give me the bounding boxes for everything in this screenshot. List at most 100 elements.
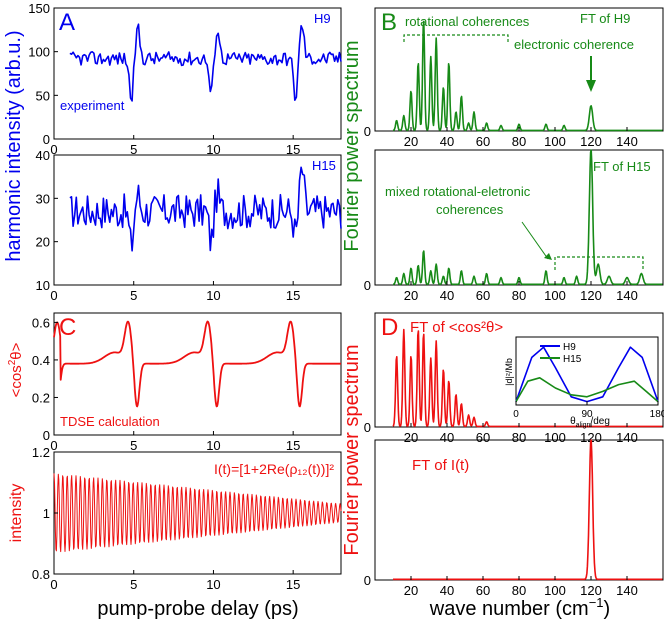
arrowhead-mixed xyxy=(544,253,552,260)
A1-line-H9 xyxy=(69,23,342,102)
C2-ylabel: intensity xyxy=(8,484,25,543)
B2-xtick-label: 100 xyxy=(544,288,566,303)
label-FT-H9: FT of H9 xyxy=(580,11,630,26)
xlabel-left: pump-probe delay (ps) xyxy=(97,598,298,620)
D1-spectrum xyxy=(392,328,663,428)
D2-xtick-label: 20 xyxy=(404,583,418,598)
label-FT-cos2: FT of <cos²θ> xyxy=(410,319,503,336)
label-FT-H15: FT of H15 xyxy=(593,159,651,174)
C1-xtick-label: 10 xyxy=(206,438,220,453)
A2-xtick-label: 15 xyxy=(286,288,300,303)
D_inset-xtick-label: 0 xyxy=(513,409,519,420)
xlabel-right-suffix: ) xyxy=(604,598,611,620)
C2-xtick-label: 10 xyxy=(206,577,220,592)
C2-ytick-label: 1 xyxy=(43,506,50,521)
D1-ytick-label: 0 xyxy=(364,420,371,435)
inset-line-H15 xyxy=(515,377,659,403)
D2-xtick-label: 120 xyxy=(580,583,602,598)
bracket-rotational xyxy=(403,34,509,42)
B2-xtick-label: 140 xyxy=(616,288,638,303)
B1-spectrum xyxy=(392,20,663,132)
A1-ytick-label: 100 xyxy=(28,45,50,60)
panel-letter-C: C xyxy=(59,314,76,341)
B1-xtick-label: 80 xyxy=(512,134,526,149)
A2-xtick-label: 5 xyxy=(130,288,137,303)
A1-xtick-label: 5 xyxy=(130,142,137,157)
B2-ytick-label: 0 xyxy=(364,278,371,293)
left-ylabel-top: harmonic intensity (arb.u.) xyxy=(3,30,25,261)
A2-line-H15 xyxy=(69,166,342,252)
A1-xtick-label: 0 xyxy=(50,142,57,157)
label-FT-It: FT of I(t) xyxy=(412,457,469,474)
C1-ytick-label: 0.4 xyxy=(32,353,50,368)
annotation-rotational-coherences: rotational coherences xyxy=(405,14,530,29)
D1-xtick-label: 40 xyxy=(440,430,454,445)
xlabel-right: wave number (cm−1) xyxy=(429,595,610,620)
B2-xtick-label: 60 xyxy=(476,288,490,303)
D1-xtick-label: 120 xyxy=(580,430,602,445)
B1-xtick-label: 60 xyxy=(476,134,490,149)
panel-letter-B: B xyxy=(381,9,397,36)
C1-xtick-label: 15 xyxy=(286,438,300,453)
D2-xtick-label: 80 xyxy=(512,583,526,598)
C2-line-I xyxy=(53,473,342,553)
C1-ytick-label: 0.2 xyxy=(32,390,50,405)
B2-spectrum xyxy=(392,149,663,286)
D2-spectrum xyxy=(392,439,663,581)
panel-A1-frame xyxy=(53,7,342,140)
D2-xtick-label: 100 xyxy=(544,583,566,598)
B2-xtick-label: 40 xyxy=(440,288,454,303)
right-ylabel-bottom: Fourier power spectrum xyxy=(341,344,363,555)
D1-xtick-label: 60 xyxy=(476,430,490,445)
C1-ytick-label: 0.6 xyxy=(32,315,50,330)
inset-ylabel: |d|²/Mb xyxy=(504,358,514,386)
A2-xtick-label: 0 xyxy=(50,288,57,303)
right-ylabel-top: Fourier power spectrum xyxy=(341,40,363,251)
C1-line-cos2 xyxy=(53,320,342,408)
C2-xtick-label: 0 xyxy=(50,577,57,592)
A1-xtick-label: 15 xyxy=(286,142,300,157)
arrowhead-electronic xyxy=(586,80,596,92)
D2-xtick-label: 60 xyxy=(476,583,490,598)
D2-xtick-label: 140 xyxy=(616,583,638,598)
C2-ytick-label: 1.2 xyxy=(32,445,50,460)
A1-ytick-label: 0 xyxy=(43,132,50,147)
B2-xtick-label: 120 xyxy=(580,288,602,303)
D2-ytick-label: 0 xyxy=(364,573,371,588)
inset-frame xyxy=(515,336,659,406)
A2-ytick-label: 20 xyxy=(36,235,50,250)
B1-xtick-label: 140 xyxy=(616,134,638,149)
C2-xtick-label: 15 xyxy=(286,577,300,592)
A1-ytick-label: 50 xyxy=(36,88,50,103)
D1-xtick-label: 80 xyxy=(512,430,526,445)
panel-letter-A: A xyxy=(59,9,75,36)
B1-xtick-label: 100 xyxy=(544,134,566,149)
D1-xtick-label: 140 xyxy=(616,430,638,445)
C2-xtick-label: 5 xyxy=(130,577,137,592)
label-H15: H15 xyxy=(312,158,336,173)
annotation-mixed-1: mixed rotational-eletronic xyxy=(385,184,531,199)
D_inset-xtick-label: 180 xyxy=(650,409,664,420)
B1-xtick-label: 20 xyxy=(404,134,418,149)
A2-ytick-label: 40 xyxy=(36,148,50,163)
C1-ylabel: <cos2θ> xyxy=(7,342,25,397)
D1-xtick-label: 100 xyxy=(544,430,566,445)
C2-ytick-label: 0.8 xyxy=(32,567,50,582)
xlabel-right-sup: −1 xyxy=(589,595,604,610)
B1-xtick-label: 40 xyxy=(440,134,454,149)
B1-xtick-label: 120 xyxy=(580,134,602,149)
A1-xtick-label: 10 xyxy=(206,142,220,157)
C1-xtick-label: 0 xyxy=(50,438,57,453)
D1-xtick-label: 20 xyxy=(404,430,418,445)
B1-ytick-label: 0 xyxy=(364,124,371,139)
annotation-electronic-coherence: electronic coherence xyxy=(514,37,634,52)
label-H9: H9 xyxy=(314,11,331,26)
xlabel-right-prefix: wave number (cm xyxy=(429,598,589,620)
label-I-t: I(t)=[1+2Re(ρ₁₂(t))]² xyxy=(214,461,334,477)
D_inset-xtick-label: 90 xyxy=(581,409,593,420)
panel-letter-D: D xyxy=(381,314,398,341)
annotation-mixed-2: coherences xyxy=(436,202,504,217)
annotation-TDSE: TDSE calculation xyxy=(60,414,160,429)
A2-ytick-label: 30 xyxy=(36,191,50,206)
